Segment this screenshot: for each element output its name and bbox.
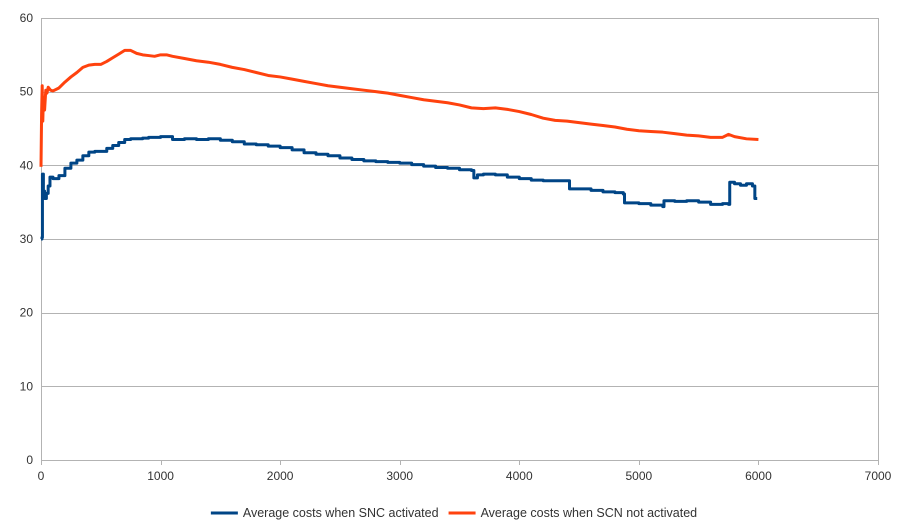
y-tick-label: 20 <box>20 306 34 320</box>
y-tick-label: 0 <box>26 453 33 467</box>
y-tick-label: 50 <box>20 85 34 99</box>
y-tick-label: 60 <box>20 11 34 25</box>
y-tick-label: 10 <box>20 379 34 393</box>
x-tick-label: 5000 <box>626 469 653 483</box>
x-tick-label: 2000 <box>267 469 294 483</box>
x-tick-label: 7000 <box>865 469 892 483</box>
tick-labels: 0 10 20 30 40 50 60 0 1000 2000 3000 4000 5000 6000 70… <box>20 11 892 483</box>
grid <box>41 18 878 461</box>
y-tick-label: 40 <box>20 158 34 172</box>
legend: Average costs when SNC activated Average … <box>210 506 698 520</box>
x-tick-label: 0 <box>38 469 45 483</box>
legend-label-1: Average costs when SNC activated <box>243 506 439 520</box>
series-line-1 <box>40 135 758 241</box>
series-line-2 <box>39 48 759 167</box>
axes <box>41 18 879 465</box>
x-tick-label: 6000 <box>745 469 772 483</box>
y-tick-label: 30 <box>20 232 34 246</box>
x-tick-label: 1000 <box>147 469 174 483</box>
legend-label-2: Average costs when SCN not activated <box>481 506 698 520</box>
x-tick-label: 3000 <box>386 469 413 483</box>
series-lines <box>39 48 759 241</box>
x-tick-label: 4000 <box>506 469 533 483</box>
